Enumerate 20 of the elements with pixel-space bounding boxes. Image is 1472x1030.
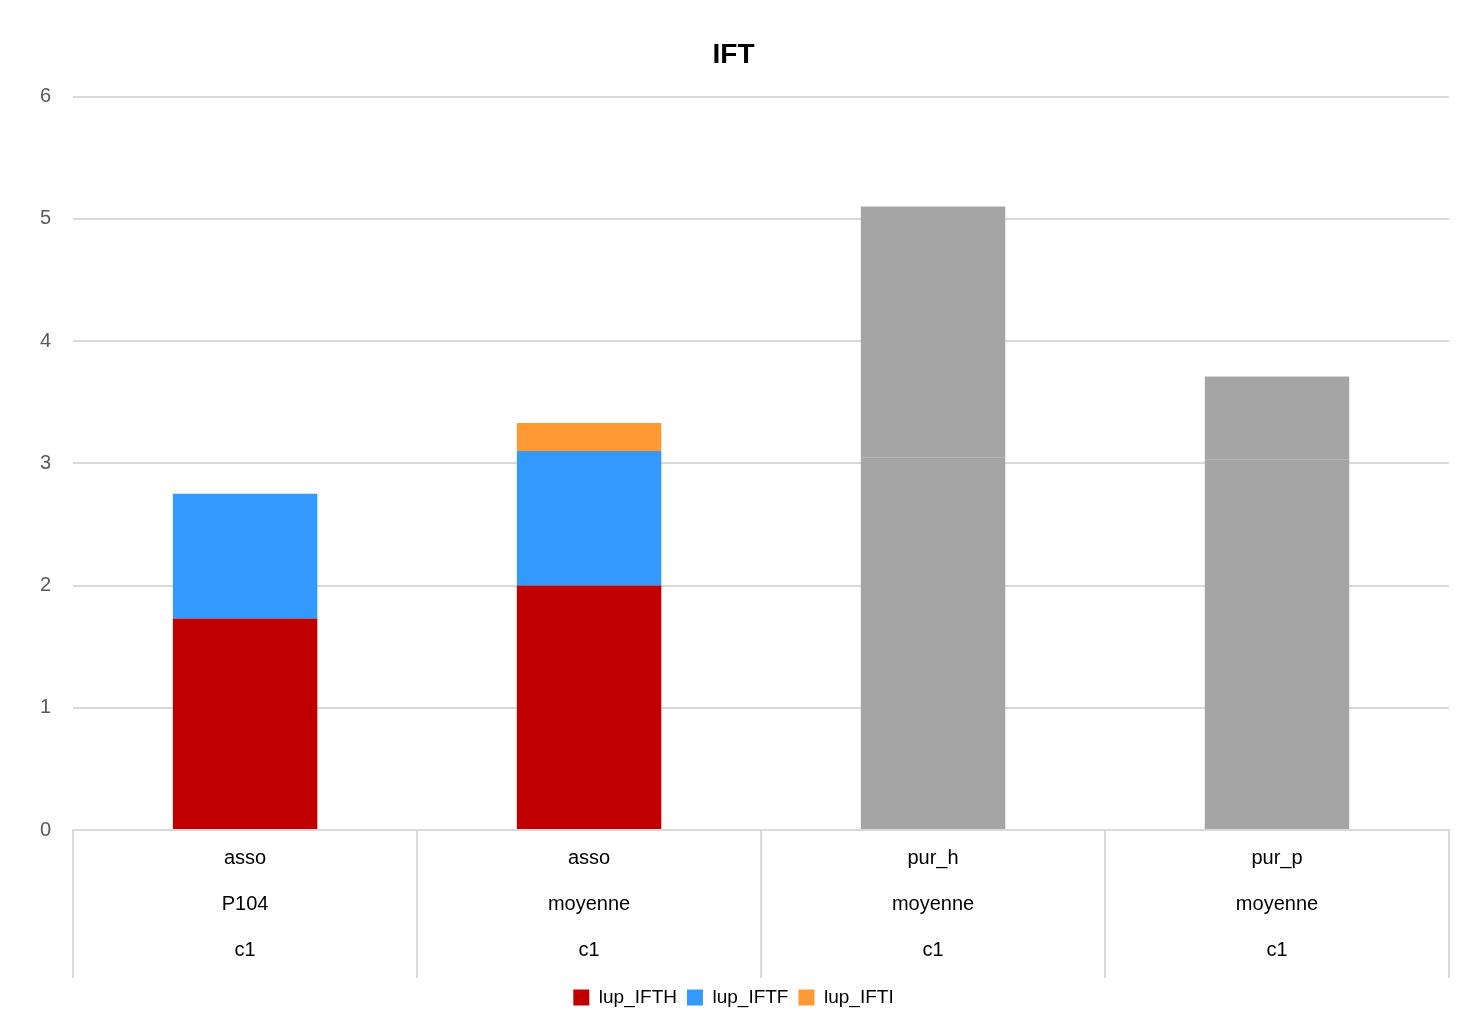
bar [172, 493, 318, 619]
category-label: asso P104 c1 [221, 845, 269, 960]
bar [516, 585, 662, 829]
y-tick-label: 4 [40, 328, 52, 351]
legend-label: lup_IFTI [823, 985, 894, 1008]
y-tick-label: 2 [40, 573, 52, 596]
legend-label: lup_IFTF [712, 985, 789, 1008]
bar [516, 422, 662, 452]
y-tick-label: 1 [40, 695, 52, 718]
bar [516, 451, 662, 586]
category-label: asso moyenne c1 [547, 845, 631, 960]
y-tick-label: 5 [40, 206, 52, 229]
category-label: pur_p moyenne c1 [1235, 845, 1319, 960]
chart-title: IFT [712, 37, 755, 69]
category-label: pur_h moyenne c1 [891, 845, 975, 960]
bar [172, 618, 318, 829]
y-tick-label: 3 [40, 450, 52, 473]
y-tick-label: 6 [40, 84, 52, 107]
legend-label: lup_IFTH [598, 985, 677, 1008]
y-tick-label: 0 [40, 817, 52, 840]
